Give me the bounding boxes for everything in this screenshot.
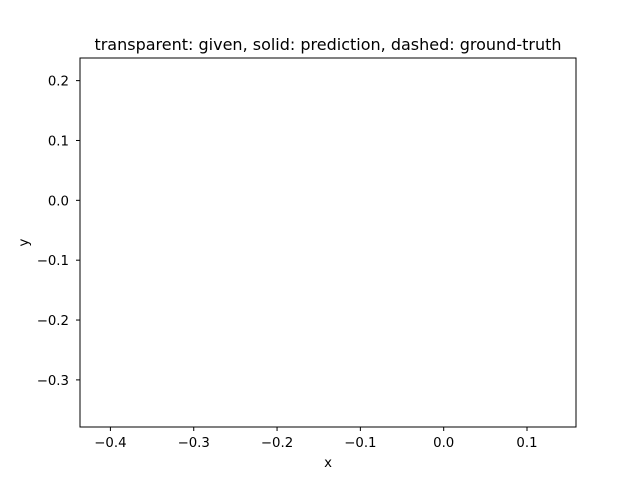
y-axis-label: y [17, 238, 32, 246]
axes-frame [79, 57, 577, 428]
x-axis-label: x [324, 456, 332, 471]
y-tick-label: 0.0 [48, 194, 69, 209]
x-tick-label: 0.1 [516, 436, 537, 451]
chart-title: transparent: given, solid: prediction, d… [94, 35, 561, 54]
x-tick-label: −0.4 [94, 436, 126, 451]
y-tick-label: −0.2 [37, 314, 69, 329]
x-axis: −0.4 −0.3 −0.2 −0.1 0.0 0.1 [94, 427, 538, 451]
x-tick-label: −0.2 [261, 436, 293, 451]
y-axis: 0.2 0.1 0.0 −0.1 −0.2 −0.3 [37, 75, 80, 389]
x-tick-label: −0.3 [178, 436, 210, 451]
y-tick-label: −0.3 [37, 374, 69, 389]
y-tick-label: 0.1 [48, 134, 69, 149]
x-tick-label: −0.1 [344, 436, 376, 451]
y-tick-label: −0.1 [37, 254, 69, 269]
x-tick-label: 0.0 [433, 436, 454, 451]
y-tick-label: 0.2 [48, 75, 69, 90]
plot-area [79, 57, 577, 428]
